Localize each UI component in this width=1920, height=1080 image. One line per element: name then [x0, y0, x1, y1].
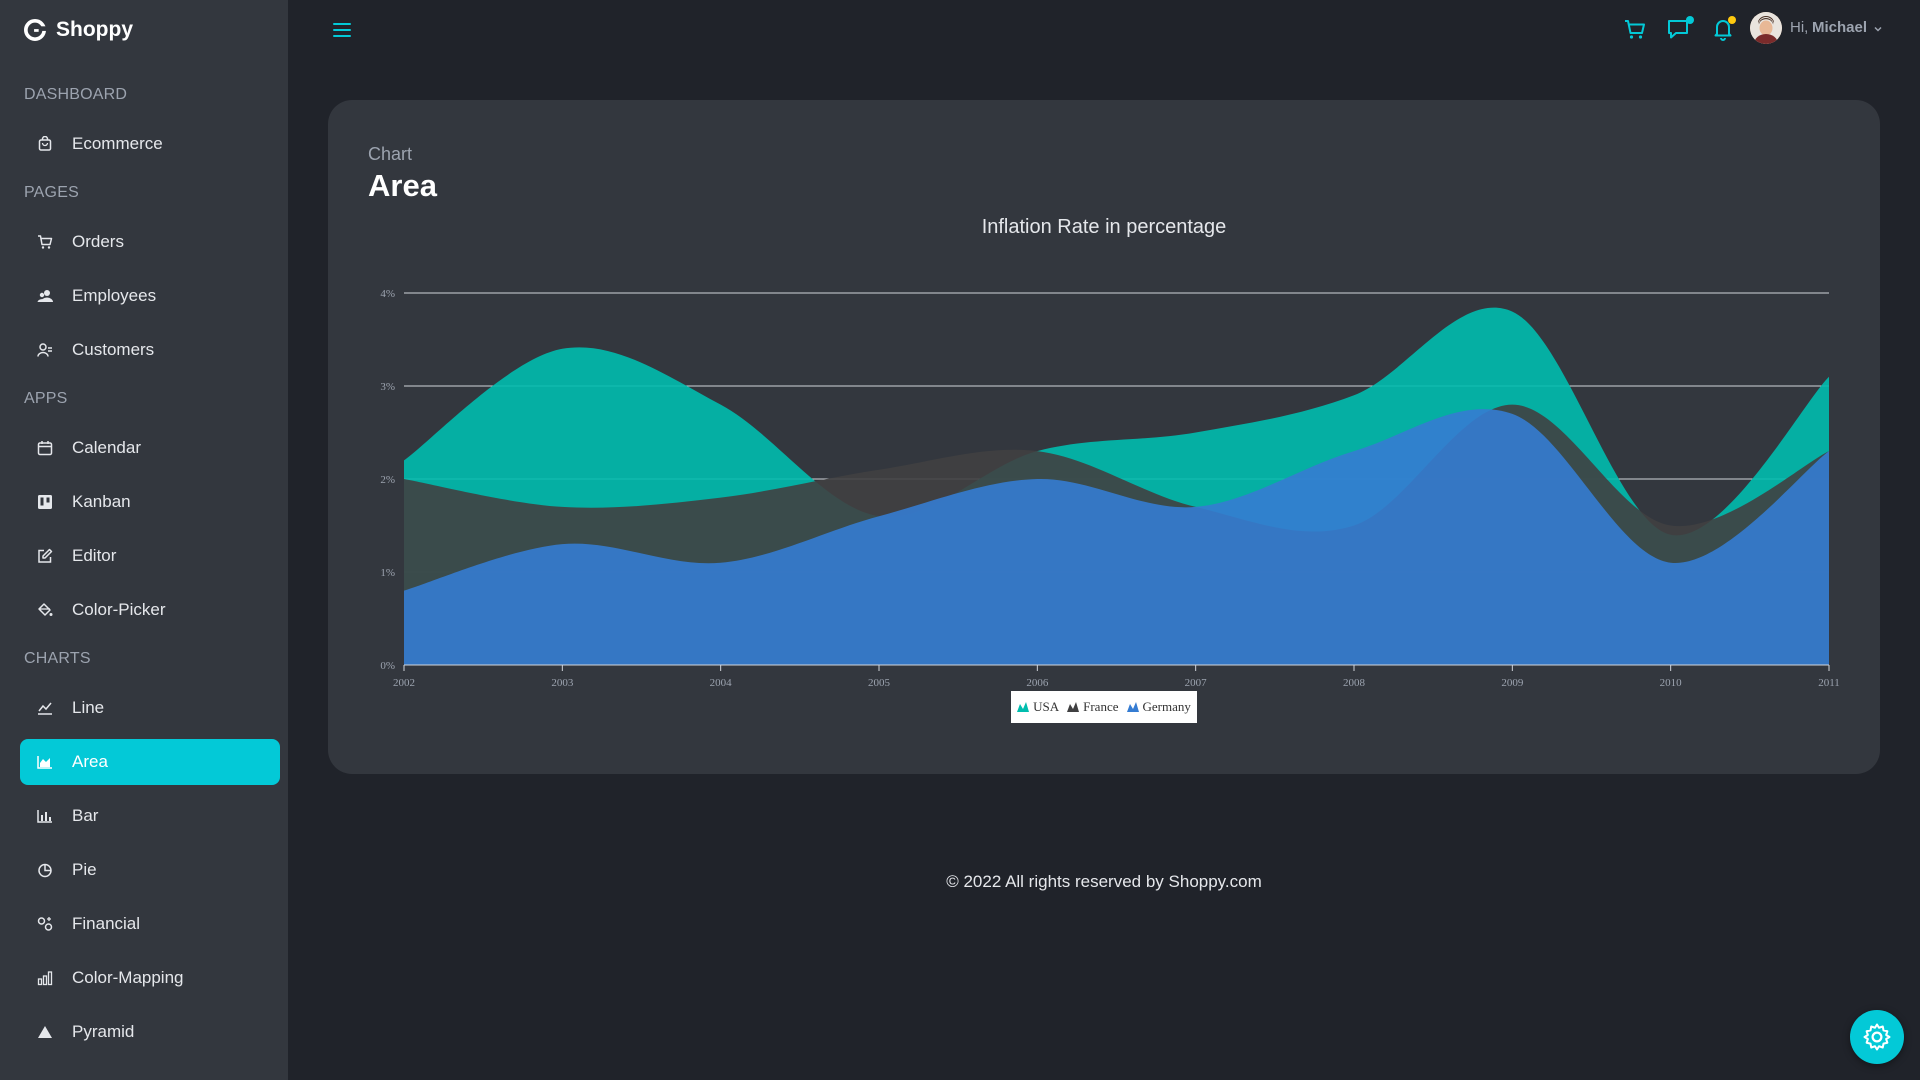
legend-item-france[interactable]: France	[1067, 699, 1119, 715]
cart-icon[interactable]	[1622, 16, 1648, 42]
x-tick-label: 2006	[1026, 677, 1049, 689]
sidebar-item-employees[interactable]: Employees	[20, 273, 280, 319]
sidebar-item-pie[interactable]: Pie	[20, 847, 280, 893]
user-greeting: Hi,	[1790, 19, 1809, 36]
legend-item-usa[interactable]: USA	[1017, 699, 1059, 715]
sidebar-item-line[interactable]: Line	[20, 685, 280, 731]
pyramid-icon	[36, 1023, 54, 1041]
sidebar-item-label: Editor	[72, 546, 117, 565]
area-chart: 0% 1% 2% 3% 4% 2002 2003 2004 2005 2006 2007 2008 20…	[380, 288, 1840, 689]
legend-item-germany[interactable]: Germany	[1126, 699, 1191, 715]
section-title-dashboard: Dashboard	[24, 86, 128, 103]
menu-icon[interactable]	[330, 18, 354, 42]
area-chart-icon	[36, 753, 54, 771]
x-tick-label: 2009	[1501, 677, 1524, 689]
sidebar-item-label: Employees	[72, 286, 157, 305]
area-series-germany	[404, 409, 1829, 665]
customers-icon	[36, 341, 54, 359]
color-mapping-icon	[36, 969, 54, 987]
legend-label: France	[1083, 699, 1119, 714]
section-title-charts: Charts	[24, 650, 91, 667]
card-subtitle: Chart	[368, 144, 413, 164]
legend-label: Germany	[1142, 699, 1191, 714]
chevron-down-icon[interactable]	[1872, 22, 1884, 34]
legend-marker-icon	[1017, 702, 1030, 712]
cart-icon	[36, 233, 54, 251]
page-title: Area	[368, 168, 437, 203]
paint-bucket-icon	[36, 601, 54, 619]
legend-label: USA	[1033, 699, 1060, 714]
sidebar-item-bar[interactable]: Bar	[20, 793, 280, 839]
shopping-bag-icon	[36, 135, 54, 153]
sidebar-item-label: Bar	[72, 806, 99, 825]
x-tick-label: 2004	[710, 677, 733, 689]
calendar-icon	[36, 439, 54, 457]
sidebar-item-area[interactable]: Area	[20, 739, 280, 785]
sidebar-item-label: Color-Picker	[72, 600, 166, 619]
sidebar-item-label: Area	[72, 752, 108, 771]
sidebar-item-orders[interactable]: Orders	[20, 219, 280, 265]
section-title-apps: Apps	[24, 390, 68, 407]
financial-icon	[36, 915, 54, 933]
y-tick-label: 2%	[380, 474, 395, 486]
sidebar-item-label: Ecommerce	[72, 134, 163, 153]
y-tick-label: 3%	[380, 381, 395, 393]
sidebar-item-label: Line	[72, 698, 105, 717]
edit-icon	[36, 547, 54, 565]
employees-icon	[36, 287, 54, 305]
y-tick-label: 0%	[380, 660, 395, 672]
pie-chart-icon	[36, 861, 54, 879]
sidebar-item-ecommerce[interactable]: Ecommerce	[20, 121, 280, 167]
sidebar-item-customers[interactable]: Customers	[20, 327, 280, 373]
settings-button[interactable]	[1850, 1010, 1904, 1064]
y-tick-label: 4%	[380, 288, 395, 300]
x-tick-label: 2011	[1818, 677, 1840, 689]
sidebar-item-editor[interactable]: Editor	[20, 533, 280, 579]
avatar[interactable]	[1750, 12, 1782, 44]
chart-legend: USA France Germany	[1011, 691, 1197, 723]
app-name: Shoppy	[56, 18, 133, 41]
x-tick-label: 2003	[551, 677, 574, 689]
sidebar-item-label: Kanban	[72, 492, 131, 511]
y-tick-label: 1%	[380, 567, 395, 579]
x-tick-label: 2007	[1185, 677, 1208, 689]
chat-notification-dot	[1686, 16, 1694, 24]
brand-logo[interactable]: Shoppy	[24, 16, 133, 44]
bell-notification-dot	[1728, 16, 1736, 24]
kanban-icon	[36, 493, 54, 511]
chart-title: Inflation Rate in percentage	[981, 216, 1227, 238]
sidebar-item-calendar[interactable]: Calendar	[20, 425, 280, 471]
bell-icon[interactable]	[1710, 16, 1736, 42]
sidebar-item-label: Financial	[72, 914, 141, 933]
sidebar: Shoppy Dashboard Ecommerce Pages Orders …	[0, 0, 288, 1080]
sidebar-item-label: Calendar	[72, 438, 141, 457]
sidebar-item-kanban[interactable]: Kanban	[20, 479, 280, 525]
x-tick-label: 2010	[1660, 677, 1683, 689]
sidebar-item-color-picker[interactable]: Color-Picker	[20, 587, 280, 633]
sidebar-item-label: Customers	[72, 340, 155, 359]
x-tick-label: 2005	[868, 677, 891, 689]
sidebar-item-label: Pie	[72, 860, 97, 879]
sidebar-item-color-mapping[interactable]: Color-Mapping	[20, 955, 280, 1001]
gear-icon	[1863, 1023, 1891, 1051]
sidebar-item-label: Pyramid	[72, 1022, 135, 1041]
sidebar-item-financial[interactable]: Financial	[20, 901, 280, 947]
user-name[interactable]: Michael	[1812, 19, 1868, 36]
shoppy-logo-icon	[24, 19, 46, 41]
footer-text: © 2022 All rights reserved by Shoppy.com	[946, 872, 1262, 891]
sidebar-item-label: Orders	[72, 232, 124, 251]
x-tick-label: 2008	[1343, 677, 1366, 689]
sidebar-item-label: Color-Mapping	[72, 968, 184, 987]
sidebar-item-pyramid[interactable]: Pyramid	[20, 1009, 280, 1055]
legend-marker-icon	[1067, 702, 1080, 712]
line-chart-icon	[36, 699, 54, 717]
chat-icon[interactable]	[1666, 16, 1694, 42]
legend-marker-icon	[1126, 702, 1139, 712]
section-title-pages: Pages	[24, 184, 79, 201]
x-tick-label: 2002	[393, 677, 415, 689]
bar-chart-icon	[36, 807, 54, 825]
